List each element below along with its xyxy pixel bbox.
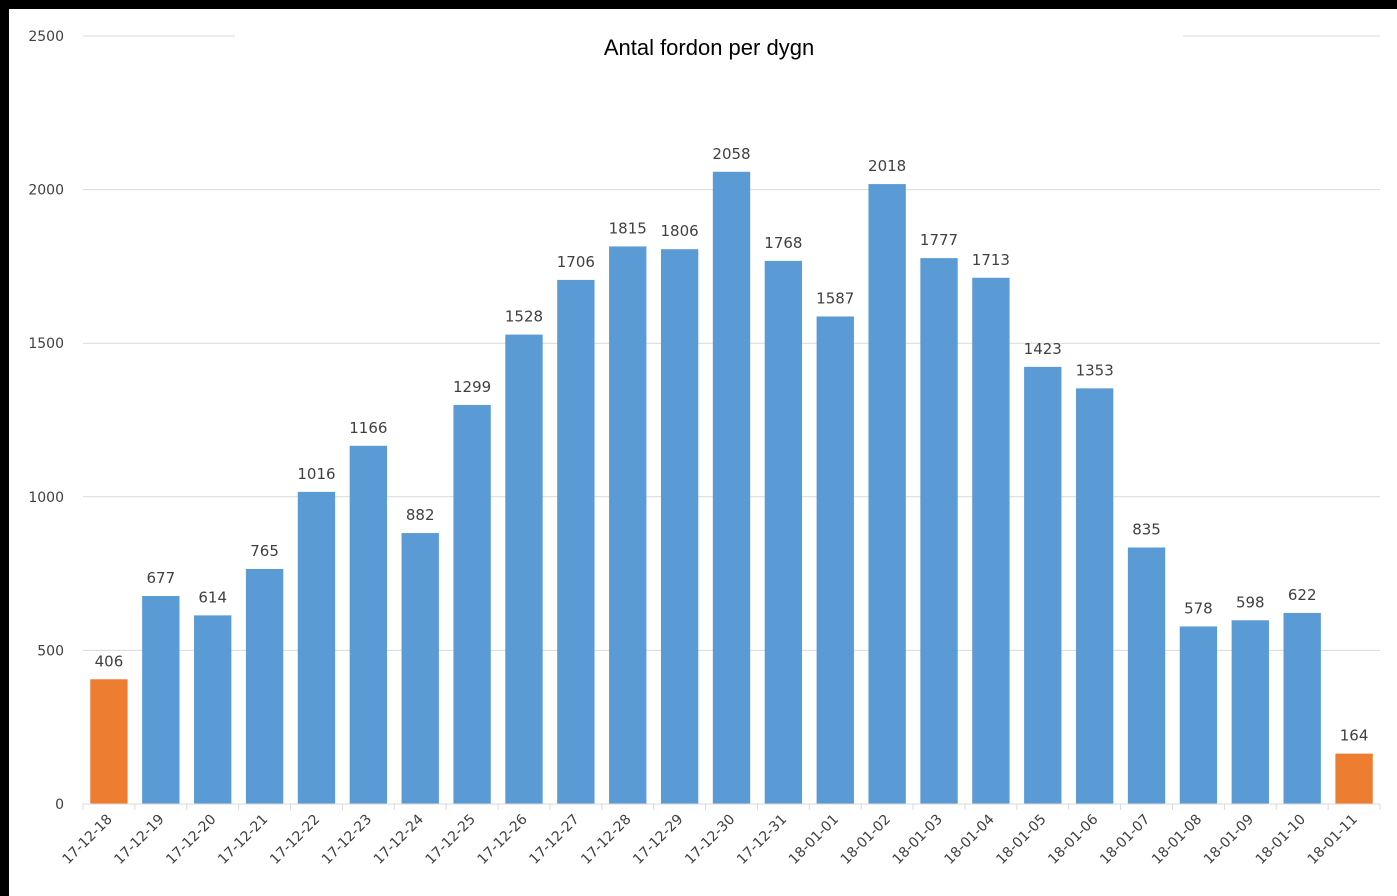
y-tick-label: 1000 — [28, 490, 64, 506]
x-tick-label-17-12-22: 17-12-22 — [267, 812, 323, 868]
x-tick-label-17-12-20: 17-12-20 — [163, 812, 219, 868]
bar-17-12-19 — [142, 596, 180, 804]
x-tick-label-17-12-18: 17-12-18 — [60, 812, 116, 868]
data-label-17-12-26: 1528 — [505, 308, 543, 326]
x-tick-label-17-12-24: 17-12-24 — [371, 811, 427, 867]
data-label-17-12-20: 614 — [198, 588, 227, 606]
bar-18-01-01 — [816, 316, 854, 804]
x-tick-label-18-01-01: 18-01-01 — [786, 812, 842, 868]
data-label-17-12-28: 1815 — [609, 219, 647, 237]
bar-18-01-04 — [972, 277, 1010, 805]
data-label-18-01-05: 1423 — [1024, 340, 1062, 358]
data-label-17-12-21: 765 — [250, 542, 279, 560]
bar-18-01-10 — [1283, 612, 1321, 804]
title-background — [235, 26, 1183, 86]
bar-17-12-29 — [660, 249, 699, 805]
bar-17-12-31 — [764, 260, 803, 805]
x-tick-label-18-01-02: 18-01-02 — [838, 812, 894, 868]
bar-18-01-02 — [868, 184, 906, 804]
data-label-18-01-08: 578 — [1184, 599, 1213, 617]
bar-17-12-28 — [609, 246, 647, 804]
data-label-17-12-23: 1166 — [349, 419, 387, 437]
bar-18-01-06 — [1075, 388, 1114, 804]
x-tick-label-18-01-09: 18-01-09 — [1201, 812, 1257, 868]
bar-17-12-26 — [505, 334, 543, 804]
data-label-18-01-03: 1777 — [920, 231, 958, 249]
data-label-18-01-09: 598 — [1236, 593, 1265, 611]
data-label-17-12-27: 1706 — [557, 253, 595, 271]
bar-17-12-27 — [557, 279, 595, 804]
bar-17-12-24 — [401, 533, 439, 804]
y-tick-label: 2000 — [28, 183, 64, 199]
bar-17-12-25 — [453, 404, 491, 804]
x-tick-label-18-01-04: 18-01-04 — [941, 811, 997, 867]
data-label-17-12-18: 406 — [95, 652, 124, 670]
data-labels: 406 677 614 765 1016 1166 882 1299 1528 1706 1815 1… — [95, 145, 1369, 745]
y-tick-label: 0 — [55, 797, 64, 813]
x-tick-label-17-12-25: 17-12-25 — [423, 812, 479, 868]
data-label-18-01-06: 1353 — [1076, 361, 1114, 379]
bar-18-01-03 — [920, 258, 958, 804]
bar-18-01-08 — [1179, 626, 1218, 804]
chart-title: Antal fordon per dygn — [604, 35, 814, 60]
bar-17-12-23 — [349, 445, 388, 804]
x-tick-label-17-12-30: 17-12-30 — [682, 812, 738, 868]
x-tick-label-18-01-11: 18-01-11 — [1305, 812, 1361, 868]
x-tick-label-18-01-10: 18-01-10 — [1253, 812, 1309, 868]
data-label-18-01-04: 1713 — [972, 251, 1010, 269]
bars — [90, 171, 1373, 805]
data-label-18-01-10: 622 — [1288, 586, 1317, 604]
x-axis: 17-12-1817-12-1917-12-2017-12-2117-12-22… — [60, 803, 1381, 868]
bar-18-01-05 — [1024, 366, 1062, 804]
x-tick-label-17-12-19: 17-12-19 — [111, 812, 167, 868]
data-label-17-12-29: 1806 — [661, 222, 699, 240]
bar-17-12-21 — [245, 568, 284, 804]
data-label-17-12-25: 1299 — [453, 378, 491, 396]
data-label-17-12-24: 882 — [406, 506, 435, 524]
data-label-17-12-30: 2058 — [712, 145, 750, 163]
bar-17-12-30 — [712, 171, 751, 804]
x-tick-label-17-12-29: 17-12-29 — [630, 812, 686, 868]
x-tick-label-18-01-05: 18-01-05 — [993, 812, 1049, 868]
bar-18-01-07 — [1127, 547, 1166, 804]
bar-17-12-18 — [90, 679, 128, 804]
bar-17-12-20 — [194, 615, 232, 804]
x-tick-label-18-01-06: 18-01-06 — [1045, 811, 1101, 867]
x-tick-label-17-12-28: 17-12-28 — [578, 812, 634, 868]
x-tick-label-17-12-23: 17-12-23 — [319, 812, 375, 868]
data-label-17-12-31: 1768 — [764, 234, 802, 252]
x-tick-label-18-01-08: 18-01-08 — [1149, 812, 1205, 868]
y-axis: 0 500 1000 1500 2000 2500 — [28, 29, 64, 813]
data-label-18-01-01: 1587 — [816, 289, 854, 307]
data-label-17-12-22: 1016 — [297, 465, 335, 483]
x-tick-label-18-01-03: 18-01-03 — [890, 812, 946, 868]
x-tick-label-17-12-26: 17-12-26 — [475, 811, 531, 867]
x-tick-label-17-12-31: 17-12-31 — [734, 812, 790, 868]
data-label-18-01-02: 2018 — [868, 157, 906, 175]
data-label-18-01-07: 835 — [1132, 520, 1161, 538]
bar-18-01-09 — [1231, 620, 1269, 804]
y-tick-label: 500 — [37, 643, 64, 659]
x-tick-label-17-12-27: 17-12-27 — [526, 812, 582, 868]
x-tick-label-18-01-07: 18-01-07 — [1097, 812, 1153, 868]
x-tick-label-17-12-21: 17-12-21 — [215, 812, 271, 868]
bar-18-01-11 — [1335, 753, 1373, 804]
y-tick-label: 1500 — [28, 336, 64, 352]
y-tick-label: 2500 — [28, 29, 64, 45]
bar-17-12-22 — [297, 491, 336, 804]
data-label-17-12-19: 677 — [146, 569, 175, 587]
data-label-18-01-11: 164 — [1340, 727, 1369, 745]
